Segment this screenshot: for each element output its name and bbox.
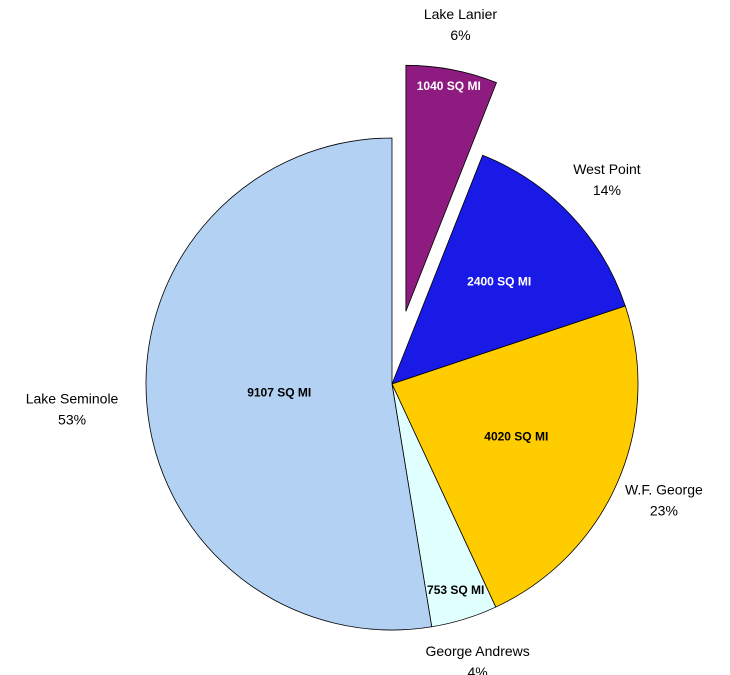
percent-label: 14%: [593, 182, 621, 198]
category-label: George Andrews: [425, 643, 529, 659]
percent-label: 4%: [468, 664, 488, 675]
pie-slice: [391, 154, 626, 385]
value-label: 2400 SQ MI: [467, 275, 531, 289]
pie-slice: [405, 64, 498, 312]
pie-slice: [145, 137, 433, 631]
value-label: 753 SQ MI: [427, 583, 484, 597]
percent-label: 23%: [650, 503, 678, 519]
value-label: 9107 SQ MI: [247, 385, 311, 399]
percent-label: 53%: [58, 412, 86, 428]
percent-label: 6%: [450, 27, 470, 43]
value-label: 1040 SQ MI: [417, 79, 481, 93]
category-label: Lake Lanier: [424, 6, 498, 22]
pie-slice: [391, 305, 639, 608]
category-label: Lake Seminole: [26, 391, 119, 407]
category-label: W.F. George: [625, 482, 703, 498]
value-label: 4020 SQ MI: [484, 430, 548, 444]
category-label: West Point: [573, 161, 641, 177]
